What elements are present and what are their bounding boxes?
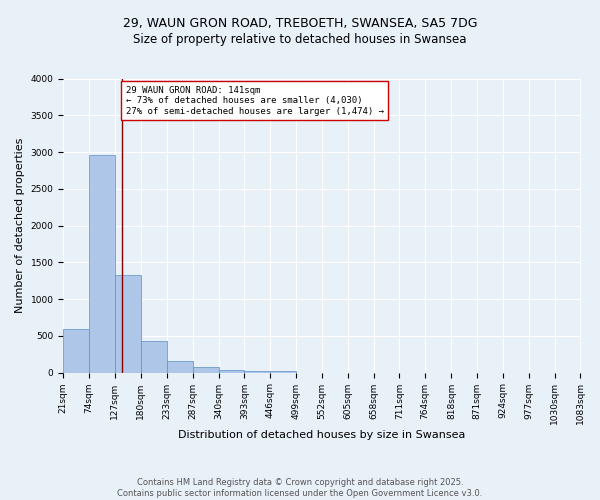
Bar — [167, 361, 193, 372]
Bar — [270, 371, 296, 372]
Bar — [141, 341, 167, 372]
Bar — [63, 329, 89, 372]
X-axis label: Distribution of detached houses by size in Swansea: Distribution of detached houses by size … — [178, 430, 466, 440]
Text: Size of property relative to detached houses in Swansea: Size of property relative to detached ho… — [133, 32, 467, 46]
Bar — [244, 370, 270, 372]
Text: 29 WAUN GRON ROAD: 141sqm
← 73% of detached houses are smaller (4,030)
27% of se: 29 WAUN GRON ROAD: 141sqm ← 73% of detac… — [125, 86, 383, 116]
Bar — [89, 155, 115, 372]
Text: 29, WAUN GRON ROAD, TREBOETH, SWANSEA, SA5 7DG: 29, WAUN GRON ROAD, TREBOETH, SWANSEA, S… — [123, 18, 477, 30]
Bar — [218, 370, 244, 372]
Bar — [115, 275, 141, 372]
Y-axis label: Number of detached properties: Number of detached properties — [15, 138, 25, 313]
Text: Contains HM Land Registry data © Crown copyright and database right 2025.
Contai: Contains HM Land Registry data © Crown c… — [118, 478, 482, 498]
Bar — [193, 366, 218, 372]
